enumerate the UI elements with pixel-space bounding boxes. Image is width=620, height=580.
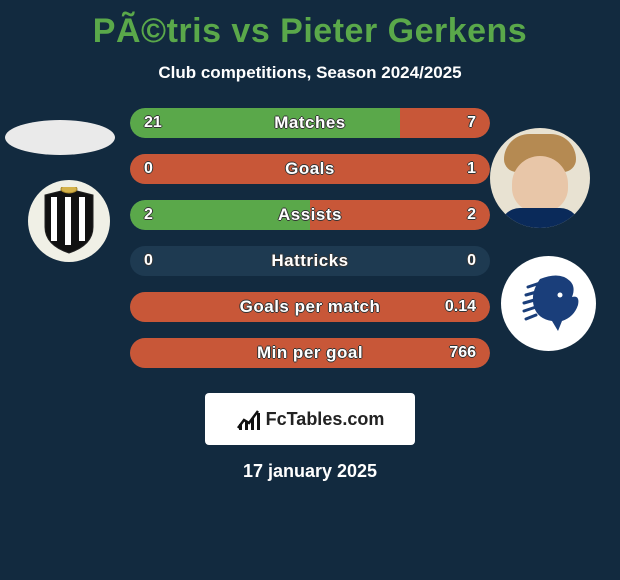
stat-label: Matches	[130, 108, 490, 138]
date-text: 17 january 2025	[0, 461, 620, 482]
stat-label: Assists	[130, 200, 490, 230]
subtitle: Club competitions, Season 2024/2025	[0, 63, 620, 83]
footer: FcTables.com 17 january 2025	[0, 393, 620, 482]
stat-row: 21Matches7	[130, 108, 490, 138]
stat-label: Goals per match	[130, 292, 490, 322]
stat-value-right: 1	[467, 154, 476, 184]
stat-label: Min per goal	[130, 338, 490, 368]
page-title: PÃ©tris vs Pieter Gerkens	[0, 0, 620, 51]
player-right-club-badge	[501, 256, 596, 351]
branding-text: FcTables.com	[266, 409, 385, 430]
stats-area: 21Matches70Goals12Assists20Hattricks0Goa…	[130, 108, 490, 384]
native-head-icon	[510, 265, 588, 343]
stat-row: 0Goals1	[130, 154, 490, 184]
player-left-avatar	[5, 120, 115, 155]
player-right-avatar	[490, 128, 590, 228]
stat-row: Min per goal766	[130, 338, 490, 368]
stat-label: Goals	[130, 154, 490, 184]
stat-label: Hattricks	[130, 246, 490, 276]
chart-up-icon	[236, 406, 262, 432]
shield-stripes-icon	[39, 187, 99, 255]
stat-value-right: 7	[467, 108, 476, 138]
stat-value-right: 2	[467, 200, 476, 230]
stat-row: 0Hattricks0	[130, 246, 490, 276]
stat-row: Goals per match0.14	[130, 292, 490, 322]
branding-badge: FcTables.com	[205, 393, 415, 445]
stat-value-right: 0.14	[445, 292, 476, 322]
stat-row: 2Assists2	[130, 200, 490, 230]
stat-value-right: 766	[449, 338, 476, 368]
player-left-club-badge	[28, 180, 110, 262]
stat-value-right: 0	[467, 246, 476, 276]
